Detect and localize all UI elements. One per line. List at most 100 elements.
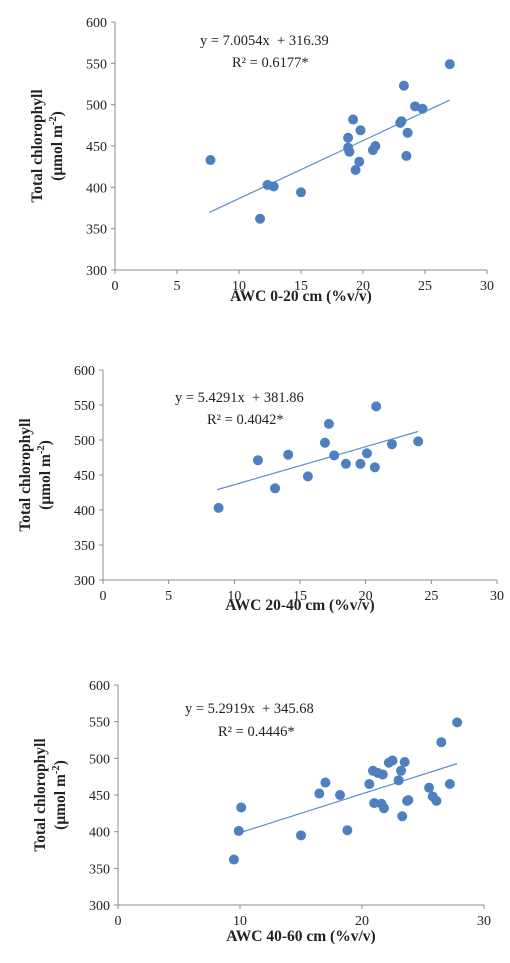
x-tick-label: 20 bbox=[356, 279, 370, 294]
data-point bbox=[436, 737, 447, 748]
data-point bbox=[348, 114, 359, 125]
data-point bbox=[314, 788, 325, 799]
data-point bbox=[350, 164, 361, 175]
y-tick-label: 350 bbox=[74, 539, 95, 554]
data-point bbox=[355, 125, 366, 136]
y-tick-label: 350 bbox=[89, 862, 110, 877]
y-axis-unit-superscript: -2 bbox=[36, 445, 47, 454]
x-tick-label: 25 bbox=[424, 589, 438, 604]
data-point bbox=[444, 779, 455, 789]
x-tick-label: 30 bbox=[477, 914, 491, 929]
data-point bbox=[205, 155, 216, 166]
data-point bbox=[319, 437, 330, 448]
data-point bbox=[398, 80, 409, 91]
data-point bbox=[270, 483, 281, 494]
y-axis-title-line1: Total chlorophyll bbox=[32, 738, 49, 852]
y-tick-label: 600 bbox=[74, 364, 95, 379]
data-point bbox=[431, 795, 442, 806]
y-axis-title-line2: (μmol m-2) bbox=[51, 760, 69, 830]
y-axis-unit-superscript: -2 bbox=[48, 116, 59, 125]
data-point bbox=[371, 401, 382, 412]
data-point bbox=[340, 458, 351, 469]
regression-equation: y = 5.4291x + 381.86 bbox=[175, 390, 304, 406]
y-tick-label: 350 bbox=[86, 223, 107, 238]
chart-svg-2: 300 350 400 450 500 550 600 0 10 20 30 y = 5.2919x … bbox=[32, 679, 491, 945]
data-point bbox=[387, 755, 398, 766]
y-tick-label: 400 bbox=[86, 181, 107, 196]
chart-awc-20-40: 300 350 400 450 500 550 600 0 5 10 15 20 25 30 y = 5.4… bbox=[0, 320, 510, 640]
data-point bbox=[335, 790, 346, 800]
data-point bbox=[369, 462, 380, 473]
data-point bbox=[386, 439, 397, 450]
chart-awc-40-60: 300 350 400 450 500 550 600 0 10 20 30 y = 5.2919x … bbox=[0, 640, 510, 963]
data-point bbox=[342, 825, 353, 836]
data-point bbox=[296, 187, 306, 198]
r-squared-label: R² = 0.6177* bbox=[232, 55, 309, 71]
data-point bbox=[396, 765, 407, 776]
trend-line bbox=[217, 430, 419, 491]
regression-equation: y = 7.0054x + 316.39 bbox=[200, 33, 329, 49]
x-tick-label: 5 bbox=[165, 589, 172, 604]
x-axis-title: AWC 0-20 cm (%v/v) bbox=[230, 288, 372, 305]
y-tick-label: 400 bbox=[89, 826, 110, 841]
y-tick-label: 300 bbox=[89, 899, 110, 914]
data-point bbox=[413, 436, 424, 447]
y-tick-label: 500 bbox=[74, 434, 95, 449]
y-tick-label: 550 bbox=[86, 57, 107, 72]
x-tick-label: 10 bbox=[233, 914, 247, 929]
data-point bbox=[252, 455, 263, 466]
trend-line bbox=[208, 99, 451, 213]
data-point bbox=[233, 825, 244, 836]
y-axis-unit-close: ) bbox=[37, 440, 54, 445]
data-point bbox=[403, 795, 414, 806]
trend-line bbox=[234, 763, 458, 835]
data-point bbox=[228, 854, 239, 865]
y-axis-title: Total chlorophyll (μmol m-2) bbox=[32, 738, 69, 852]
x-tick-label: 0 bbox=[100, 589, 107, 604]
y-axis-title: Total chlorophyll (μmol m-2) bbox=[17, 418, 54, 532]
data-point bbox=[397, 811, 408, 822]
regression-equation: y = 5.2919x + 345.68 bbox=[185, 701, 314, 717]
chart-svg-1: 300 350 400 450 500 550 600 0 5 10 15 20 25 30 y = 5.4… bbox=[17, 364, 504, 614]
chart-svg-0: 300 350 400 450 500 550 600 0 5 10 15 20 25 30 y = 7.0… bbox=[29, 16, 494, 305]
y-tick-label: 600 bbox=[89, 679, 110, 694]
x-tick-label: 15 bbox=[294, 279, 308, 294]
data-point bbox=[369, 798, 380, 809]
y-axis-title-line1: Total chlorophyll bbox=[29, 89, 46, 203]
x-axis-title: AWC 40-60 cm (%v/v) bbox=[226, 928, 375, 945]
x-tick-label: 0 bbox=[115, 914, 122, 929]
data-point bbox=[329, 450, 340, 461]
data-point bbox=[236, 802, 247, 813]
x-tick-label: 10 bbox=[232, 279, 246, 294]
x-tick-label: 30 bbox=[480, 279, 494, 294]
y-tick-label: 550 bbox=[89, 716, 110, 731]
data-point bbox=[370, 141, 381, 151]
y-tick-label: 450 bbox=[89, 789, 110, 804]
data-point bbox=[364, 779, 375, 789]
y-tick-label: 300 bbox=[86, 264, 107, 279]
data-point bbox=[268, 181, 279, 192]
data-point bbox=[343, 132, 354, 143]
data-point bbox=[255, 213, 266, 224]
data-point bbox=[302, 471, 313, 482]
y-axis-unit: (μmol m bbox=[52, 774, 69, 830]
data-point bbox=[401, 150, 412, 161]
x-tick-label: 0 bbox=[112, 279, 119, 294]
data-point bbox=[393, 775, 404, 786]
y-tick-label: 400 bbox=[74, 504, 95, 519]
y-tick-label: 550 bbox=[74, 399, 95, 414]
x-tick-label: 10 bbox=[227, 589, 241, 604]
data-point bbox=[323, 418, 334, 429]
y-axis-unit: (μmol m bbox=[37, 454, 54, 510]
y-tick-label: 500 bbox=[86, 99, 107, 114]
data-point bbox=[213, 502, 224, 513]
x-tick-label: 15 bbox=[293, 589, 307, 604]
y-tick-label: 300 bbox=[74, 574, 95, 589]
data-point bbox=[296, 830, 306, 841]
data-point bbox=[452, 717, 463, 728]
x-axis-title: AWC 20-40 cm (%v/v) bbox=[225, 597, 374, 614]
r-squared-label: R² = 0.4042* bbox=[207, 412, 284, 428]
y-tick-label: 450 bbox=[86, 140, 107, 155]
data-point bbox=[378, 803, 389, 814]
data-point bbox=[417, 103, 428, 114]
